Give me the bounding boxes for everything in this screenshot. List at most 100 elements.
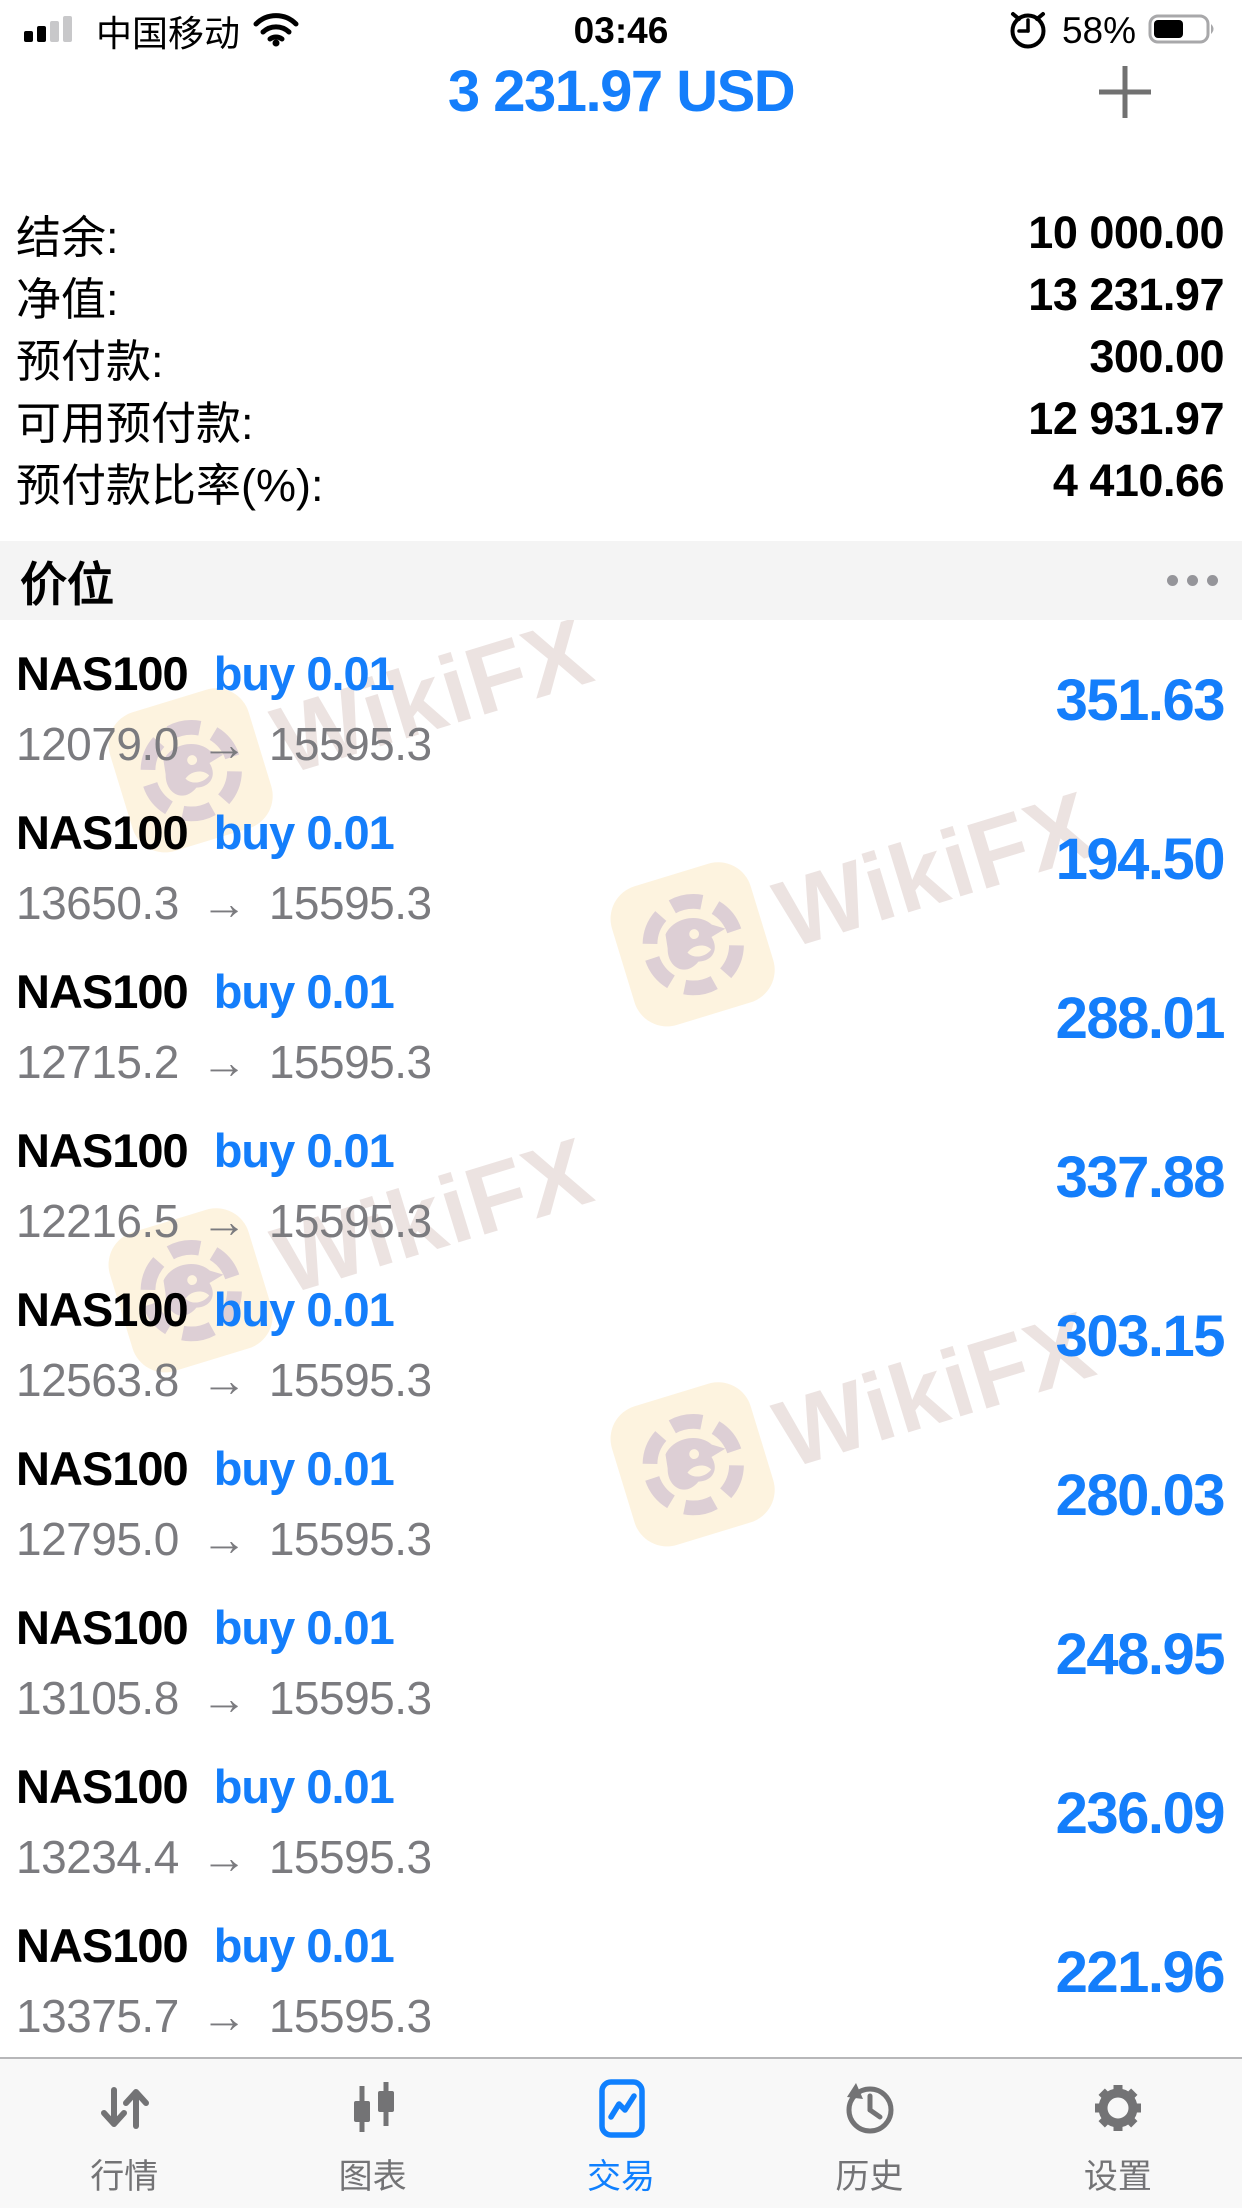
quotes-arrows-icon xyxy=(91,2075,157,2141)
alarm-icon xyxy=(1006,7,1050,56)
positions-section-header: 价位 xyxy=(0,541,1242,620)
battery-percent-label: 58% xyxy=(1061,10,1136,51)
account-summary: 结余: 10 000.00 净值: 13 231.97 预付款: 300.00 … xyxy=(16,202,1225,512)
arrow-right-icon: → xyxy=(201,1990,247,2042)
equity-value: 13 231.97 xyxy=(1028,269,1224,320)
open-price: 12216.5 xyxy=(16,1195,179,1247)
open-price: 13234.4 xyxy=(16,1831,179,1883)
current-price: 15595.3 xyxy=(268,1195,432,1247)
position-side-volume: buy 0.01 xyxy=(213,1124,395,1177)
position-side-volume: buy 0.01 xyxy=(213,1442,395,1495)
free-margin-row: 可用预付款: 12 931.97 xyxy=(16,388,1224,450)
position-profit: 194.50 xyxy=(1055,827,1226,892)
position-profit: 303.15 xyxy=(1055,1304,1226,1369)
arrow-right-icon: → xyxy=(201,1036,247,1088)
arrow-right-icon: → xyxy=(201,1672,247,1724)
current-price: 15595.3 xyxy=(268,1354,432,1406)
tab-quotes-label: 行情 xyxy=(90,2158,159,2196)
equity-label: 净值: xyxy=(16,273,119,325)
bottom-tab-bar: 行情 图表 交易 xyxy=(0,2057,1242,2208)
margin-value: 300.00 xyxy=(1089,331,1224,382)
balance-row: 结余: 10 000.00 xyxy=(16,202,1224,264)
position-row[interactable]: NAS100 buy 0.01 13105.8 → 15595.3 248.95 xyxy=(0,1574,1242,1733)
position-side-volume: buy 0.01 xyxy=(213,647,395,700)
position-symbol: NAS100 xyxy=(16,1124,189,1177)
position-profit: 351.63 xyxy=(1055,668,1226,733)
position-profit: 280.03 xyxy=(1055,1463,1226,1528)
position-side-volume: buy 0.01 xyxy=(213,1283,395,1336)
position-side-volume: buy 0.01 xyxy=(213,965,395,1018)
section-title: 价位 xyxy=(20,558,114,611)
position-side-volume: buy 0.01 xyxy=(213,806,395,859)
position-row[interactable]: NAS100 buy 0.01 12216.5 → 15595.3 337.88 xyxy=(0,1097,1242,1256)
position-profit: 221.96 xyxy=(1055,1940,1226,2005)
tab-charts[interactable]: 图表 xyxy=(248,2059,496,2208)
position-row[interactable]: NAS100 buy 0.01 13234.4 → 15595.3 236.09 xyxy=(0,1733,1242,1892)
tab-history-label: 历史 xyxy=(835,2158,904,2196)
arrow-right-icon: → xyxy=(201,1195,247,1247)
current-price: 15595.3 xyxy=(268,1513,432,1565)
arrow-right-icon: → xyxy=(201,1831,247,1883)
position-symbol: NAS100 xyxy=(16,1919,189,1972)
tab-settings[interactable]: 设置 xyxy=(994,2059,1242,2208)
positions-list: NAS100 buy 0.01 12079.0 → 15595.3 351.63… xyxy=(0,620,1242,2051)
open-price: 12795.0 xyxy=(16,1513,179,1565)
tab-settings-label: 设置 xyxy=(1083,2158,1152,2196)
equity-row: 净值: 13 231.97 xyxy=(16,264,1224,326)
current-price: 15595.3 xyxy=(268,1990,432,2042)
new-order-button[interactable] xyxy=(1094,61,1156,123)
current-price: 15595.3 xyxy=(268,1672,432,1724)
position-side-volume: buy 0.01 xyxy=(213,1601,395,1654)
open-price: 12563.8 xyxy=(16,1354,179,1406)
position-profit: 288.01 xyxy=(1055,986,1226,1051)
ellipsis-menu-icon[interactable] xyxy=(1163,565,1222,596)
open-price: 13375.7 xyxy=(16,1990,179,2042)
carrier-label: 中国移动 xyxy=(96,13,241,54)
free-margin-value: 12 931.97 xyxy=(1028,393,1224,444)
position-row[interactable]: NAS100 buy 0.01 12079.0 → 15595.3 351.63 xyxy=(0,620,1242,779)
position-side-volume: buy 0.01 xyxy=(213,1760,395,1813)
arrow-right-icon: → xyxy=(201,1354,247,1406)
margin-level-label: 预付款比率(%): xyxy=(16,459,324,511)
open-price: 12715.2 xyxy=(16,1036,179,1088)
arrow-right-icon: → xyxy=(201,1513,247,1565)
position-symbol: NAS100 xyxy=(16,1283,189,1336)
wifi-icon xyxy=(252,11,300,52)
tab-charts-label: 图表 xyxy=(338,2158,407,2196)
balance-header: 3 231.97 USD xyxy=(0,56,1242,128)
current-price: 15595.3 xyxy=(268,877,432,929)
open-price: 12079.0 xyxy=(16,718,179,770)
position-symbol: NAS100 xyxy=(16,1442,189,1495)
trade-chart-icon xyxy=(588,2075,654,2141)
account-balance-title: 3 231.97 USD xyxy=(447,59,796,124)
position-profit: 337.88 xyxy=(1055,1145,1226,1210)
current-price: 15595.3 xyxy=(268,1831,432,1883)
position-row[interactable]: NAS100 buy 0.01 12715.2 → 15595.3 288.01 xyxy=(0,938,1242,1097)
status-bar: 中国移动 03:46 58% xyxy=(0,0,1242,62)
gear-icon xyxy=(1085,2075,1151,2141)
position-symbol: NAS100 xyxy=(16,1601,189,1654)
margin-level-row: 预付款比率(%): 4 410.66 xyxy=(16,450,1225,512)
current-price: 15595.3 xyxy=(268,1036,432,1088)
candlestick-chart-icon xyxy=(340,2075,406,2141)
position-row[interactable]: NAS100 buy 0.01 13375.7 → 15595.3 221.96 xyxy=(0,1892,1242,2051)
clock-label: 03:46 xyxy=(573,10,669,51)
balance-value: 10 000.00 xyxy=(1028,207,1224,258)
margin-label: 预付款: xyxy=(16,335,164,387)
position-symbol: NAS100 xyxy=(16,1760,189,1813)
position-profit: 248.95 xyxy=(1055,1622,1226,1687)
margin-level-value: 4 410.66 xyxy=(1052,455,1225,506)
tab-trade[interactable]: 交易 xyxy=(497,2059,745,2208)
position-profit: 236.09 xyxy=(1055,1781,1226,1846)
tab-quotes[interactable]: 行情 xyxy=(0,2059,248,2208)
position-side-volume: buy 0.01 xyxy=(213,1919,395,1972)
free-margin-label: 可用预付款: xyxy=(16,397,254,449)
position-row[interactable]: NAS100 buy 0.01 12795.0 → 15595.3 280.03 xyxy=(0,1415,1242,1574)
tab-history[interactable]: 历史 xyxy=(745,2059,993,2208)
balance-label: 结余: xyxy=(16,211,119,263)
position-symbol: NAS100 xyxy=(16,647,189,700)
position-symbol: NAS100 xyxy=(16,806,189,859)
signal-strength-icon xyxy=(24,14,84,49)
position-row[interactable]: NAS100 buy 0.01 13650.3 → 15595.3 194.50 xyxy=(0,779,1242,938)
position-row[interactable]: NAS100 buy 0.01 12563.8 → 15595.3 303.15 xyxy=(0,1256,1242,1415)
